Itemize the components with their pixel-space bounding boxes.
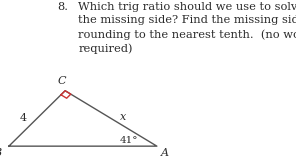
Text: B: B [0, 148, 1, 158]
Text: x: x [120, 112, 126, 122]
Text: 4: 4 [20, 113, 27, 123]
Text: Which trig ratio should we use to solve for
the missing side? Find the missing s: Which trig ratio should we use to solve … [78, 2, 296, 54]
Text: A: A [161, 148, 169, 158]
Text: 8.: 8. [58, 2, 69, 12]
Text: C: C [58, 76, 66, 86]
Text: 41°: 41° [120, 136, 138, 145]
